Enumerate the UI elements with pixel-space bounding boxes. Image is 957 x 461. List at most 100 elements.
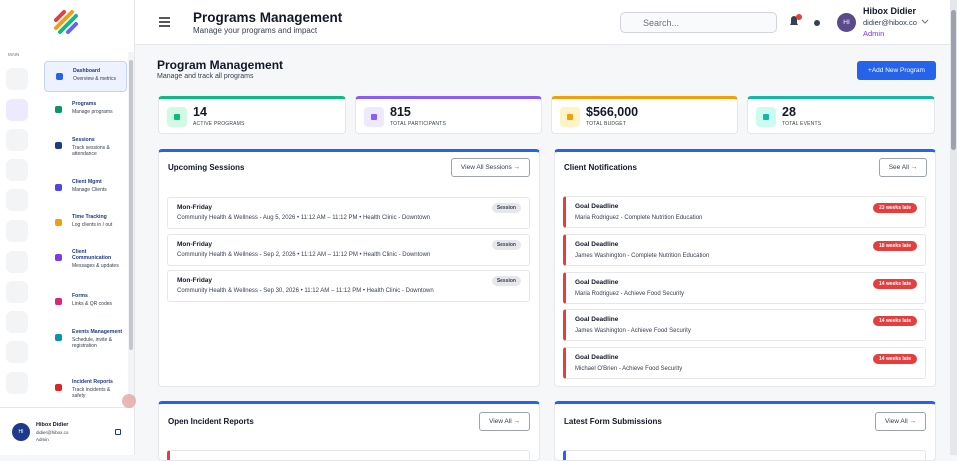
user-name: Hibox Didier	[36, 422, 69, 428]
nav-label: Forms	[72, 293, 88, 299]
stat-label: ACTIVE PROGRAMS	[193, 121, 245, 127]
sidebar: MAIN Dashboard Overview & metrics Programs…	[0, 0, 136, 455]
notifications[interactable]	[787, 14, 803, 28]
nav-icon[interactable]	[6, 341, 28, 363]
nav-label: Client Communication	[72, 249, 112, 261]
session-badge: Session	[491, 239, 521, 250]
notification-title: Goal Deadline	[575, 354, 619, 362]
panel-title: Upcoming Sessions	[168, 163, 245, 172]
session-badge: Session	[491, 203, 521, 213]
nav-icon[interactable]	[6, 99, 28, 121]
nav-description: Manage Clients	[72, 186, 107, 193]
notification-detail: James Washington - Complete Nutrition Ed…	[575, 252, 710, 259]
stat-value: 815	[390, 105, 411, 119]
stat-value: $566,000	[586, 105, 639, 119]
incident-reports-panel: Open Incident Reports View All →	[158, 401, 540, 461]
notification-item[interactable]: Goal Deadline Maria Rodriguez - Complete …	[563, 196, 926, 228]
icon-glyph	[763, 114, 769, 120]
nav-icon[interactable]	[6, 189, 28, 211]
late-badge: 14 weeks late	[873, 316, 917, 327]
nav-item[interactable]: Programs Manage programs	[44, 101, 127, 126]
nav-icon[interactable]	[6, 372, 28, 394]
menu-button[interactable]	[159, 17, 170, 27]
add-program-button[interactable]: +Add New Program	[857, 61, 936, 80]
nav-item[interactable]: Events Management Schedule, invite & regi…	[44, 329, 127, 354]
stat-label: TOTAL BUDGET	[586, 121, 627, 127]
nav-description: Track incidents & safety	[72, 386, 111, 399]
session-detail: Community Health & Wellness - Sep 2, 202…	[177, 251, 431, 258]
notification-title: Goal Deadline	[575, 316, 619, 324]
nav-icon	[55, 334, 62, 341]
notification-item[interactable]: Goal Deadline Maria Rodriguez - Achieve F…	[563, 271, 926, 304]
session-title: Mon-Friday	[177, 204, 213, 211]
nav-text: Dashboard Overview & metrics	[73, 68, 125, 83]
notification-detail: Maria Rodriguez - Achieve Food Security	[575, 290, 685, 297]
notification-item[interactable]: Goal Deadline Michael O'Brien - Achieve F…	[563, 347, 926, 380]
nav-item[interactable]: Time Tracking Log clients in / out	[44, 214, 127, 239]
logo	[54, 10, 78, 34]
nav-icon	[55, 298, 62, 305]
user-name: Hibox Didier	[863, 6, 917, 16]
session-item[interactable]: Mon-Friday Community Health & Wellness - …	[167, 197, 530, 229]
stat-icon	[167, 107, 187, 127]
nav-item[interactable]: Sessions Track sessions & attendance	[44, 137, 127, 162]
nav-description: Track sessions & attendance	[72, 144, 110, 157]
page-title: Programs Management	[193, 10, 343, 25]
notification-title: Goal Deadline	[575, 203, 619, 210]
nav-label: Programs	[72, 101, 97, 107]
nav-icon[interactable]	[6, 220, 28, 242]
notification-item[interactable]: Goal Deadline James Washington - Achieve …	[563, 309, 926, 342]
client-notifications-panel: Client Notifications See All → Goal Dead…	[554, 149, 936, 387]
nav-item[interactable]: Client Mgmt Manage Clients	[44, 179, 127, 204]
nav-label: Time Tracking	[72, 214, 107, 220]
view-all-button[interactable]: View All →	[875, 412, 926, 431]
nav-text: Events Management Schedule, invite & regi…	[72, 329, 124, 349]
view-all-button[interactable]: View All →	[479, 412, 530, 431]
nav-text: Client Mgmt Manage Clients	[72, 179, 124, 194]
page-subtitle: Manage your programs and impact	[193, 26, 318, 35]
notification-detail: James Washington - Achieve Food Security	[575, 328, 691, 335]
search-input[interactable]: Search...	[620, 12, 777, 33]
view-all-sessions-button[interactable]: View All Sessions →	[451, 158, 530, 177]
notification-item[interactable]: Goal Deadline James Washington - Complete…	[563, 233, 926, 266]
incident-item	[167, 450, 530, 460]
nav-description: Manage programs	[72, 108, 113, 115]
nav-text: Programs Manage programs	[72, 101, 124, 116]
panel-title: Latest Form Submissions	[564, 417, 662, 426]
main-title: Program Management	[157, 58, 284, 72]
dropdown[interactable]	[921, 19, 929, 25]
session-item[interactable]: Mon-Friday Community Health & Wellness - …	[167, 270, 530, 302]
icon-glyph	[567, 114, 573, 120]
nav-icon[interactable]	[6, 68, 28, 90]
logout-icon[interactable]	[115, 429, 121, 435]
nav-icon[interactable]	[6, 251, 28, 273]
form-submissions-panel: Latest Form Submissions View All →	[554, 401, 936, 461]
stat-label: TOTAL EVENTS	[782, 121, 822, 127]
nav-icon[interactable]	[6, 129, 28, 151]
avatar[interactable]: HI	[837, 13, 856, 32]
late-badge: 14 weeks late	[873, 354, 917, 365]
nav-icon[interactable]	[6, 159, 28, 181]
nav-item[interactable]: Dashboard Overview & metrics	[44, 61, 127, 92]
nav-description: Log clients in / out	[72, 221, 113, 228]
session-item[interactable]: Mon-Friday Community Health & Wellness - …	[167, 233, 530, 266]
nav-text: Client Communication Messages & updates	[72, 249, 124, 270]
nav-icon	[55, 106, 62, 113]
nav-icon[interactable]	[6, 311, 28, 333]
cursor-highlight	[122, 394, 136, 408]
nav-text: Incident Reports Track incidents & safety	[72, 379, 124, 399]
stat-label: TOTAL PARTICIPANTS	[390, 121, 447, 127]
nav-text: Forms Links & QR codes	[72, 293, 124, 308]
nav-icon[interactable]	[6, 281, 28, 303]
icon-glyph	[371, 114, 377, 120]
see-all-button[interactable]: See All →	[879, 158, 927, 177]
theme-toggle[interactable]	[814, 20, 820, 26]
nav-icon	[55, 184, 62, 191]
user-email: didier@hibox.co	[863, 18, 917, 27]
nav-icon	[55, 254, 62, 261]
nav-item[interactable]: Forms Links & QR codes	[44, 293, 127, 318]
nav-item[interactable]: Incident Reports Track incidents & safety	[44, 379, 127, 404]
main-subtitle: Manage and track all programs	[157, 73, 254, 80]
nav-item[interactable]: Client Communication Messages & updates	[44, 249, 127, 274]
